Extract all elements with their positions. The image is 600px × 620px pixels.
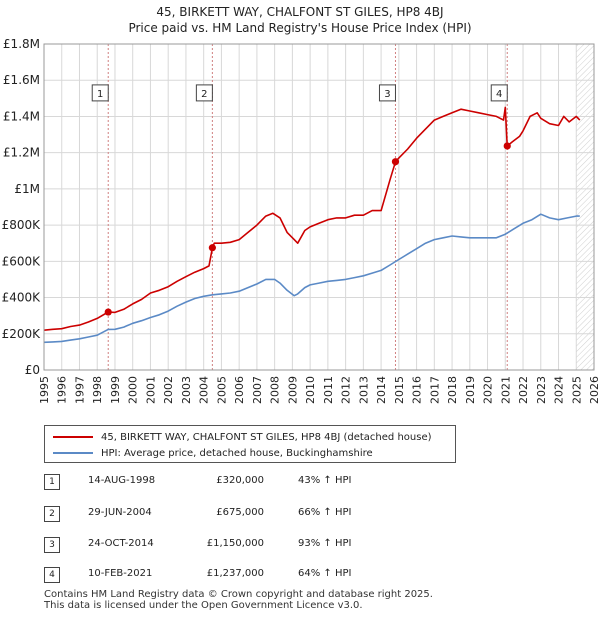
sale-number-badge: 2 (44, 506, 60, 522)
y-tick-label: £1M (14, 182, 40, 196)
y-tick-label: £0 (25, 363, 40, 377)
x-tick-label: 2011 (322, 376, 335, 404)
sale-date: 29-JUN-2004 (88, 507, 152, 518)
legend-sales-swatch (53, 436, 93, 438)
sale-point (208, 244, 216, 252)
sale-marker-label: 2 (201, 89, 207, 100)
table-row: 4 10-FEB-2021 £1,237,000 64% ↑ HPI (44, 567, 464, 587)
sale-marker-box (490, 84, 508, 102)
x-tick-label: 2019 (464, 376, 477, 404)
x-tick-label: 2010 (304, 376, 317, 404)
sale-price: £1,237,000 (206, 568, 264, 579)
x-tick-label: 2020 (482, 376, 495, 404)
sale-marker-box (378, 84, 396, 102)
x-tick-label: 2015 (393, 376, 406, 404)
sale-price: £320,000 (216, 475, 264, 486)
sale-price: £1,150,000 (206, 538, 264, 549)
sale-point (104, 308, 112, 316)
x-tick-label: 2009 (286, 376, 299, 404)
sale-point (391, 158, 400, 166)
sale-date: 24-OCT-2014 (88, 538, 154, 549)
sale-date: 10-FEB-2021 (88, 568, 153, 579)
sale-number-badge: 1 (44, 474, 60, 490)
x-tick-label: 2008 (269, 376, 282, 404)
x-tick-label: 2023 (535, 376, 548, 404)
legend-hpi-label: HPI: Average price, detached house, Buck… (101, 447, 373, 459)
sale-number-badge: 3 (44, 537, 60, 553)
y-tick-label: £1.4M (3, 109, 40, 123)
sale-number-badge: 4 (44, 567, 60, 583)
table-row: 2 29-JUN-2004 £675,000 66% ↑ HPI (44, 506, 464, 526)
plot-background (44, 44, 594, 370)
sale-hpi-change: 66% ↑ HPI (298, 507, 352, 518)
sale-marker-box (91, 84, 109, 102)
x-tick-label: 2005 (215, 376, 228, 404)
x-tick-label: 2007 (251, 376, 264, 404)
x-tick-label: 2016 (411, 376, 424, 404)
price-chart: 45, BIRKETT WAY, CHALFONT ST GILES, HP8 … (2, 5, 600, 404)
chart-title-line1: 45, BIRKETT WAY, CHALFONT ST GILES, HP8 … (156, 5, 443, 19)
footer-attribution: Contains HM Land Registry data © Crown c… (44, 589, 433, 611)
x-tick-label: 2000 (127, 376, 140, 404)
legend-hpi-swatch (53, 452, 93, 454)
y-tick-label: £600K (2, 254, 42, 268)
sale-marker-box (195, 84, 213, 102)
sale-hpi-change: 43% ↑ HPI (298, 475, 352, 486)
legend: 45, BIRKETT WAY, CHALFONT ST GILES, HP8 … (44, 425, 456, 463)
x-tick-label: 2025 (570, 376, 583, 404)
chart-title-line2: Price paid vs. HM Land Registry's House … (128, 21, 471, 35)
x-tick-label: 2003 (180, 376, 193, 404)
sale-date: 14-AUG-1998 (88, 475, 156, 486)
x-tick-label: 2004 (198, 376, 211, 404)
sale-marker-label: 1 (97, 89, 103, 100)
legend-item-hpi: HPI: Average price, detached house, Buck… (53, 445, 373, 461)
sale-marker-label: 3 (384, 89, 390, 100)
x-tick-label: 1997 (73, 376, 86, 404)
y-tick-label: £200K (2, 327, 42, 341)
x-tick-label: 2014 (375, 376, 388, 404)
x-tick-label: 2012 (340, 376, 353, 404)
legend-sales-label: 45, BIRKETT WAY, CHALFONT ST GILES, HP8 … (101, 431, 432, 443)
footer-line-1: Contains HM Land Registry data © Crown c… (44, 589, 433, 600)
x-tick-label: 2024 (553, 376, 566, 404)
table-row: 1 14-AUG-1998 £320,000 43% ↑ HPI (44, 474, 464, 494)
y-tick-label: £800K (2, 218, 42, 232)
x-tick-label: 2018 (446, 376, 459, 404)
sale-hpi-change: 93% ↑ HPI (298, 538, 352, 549)
hpi-series-line (43, 213, 580, 344)
x-tick-label: 2026 (588, 376, 600, 404)
x-tick-label: 2013 (357, 376, 370, 404)
y-tick-label: £400K (2, 291, 42, 305)
sale-marker-label: 4 (496, 89, 502, 100)
x-tick-label: 2022 (517, 376, 530, 404)
x-tick-label: 1998 (91, 376, 104, 404)
table-row: 3 24-OCT-2014 £1,150,000 93% ↑ HPI (44, 537, 464, 557)
x-tick-label: 2017 (428, 376, 441, 404)
x-tick-label: 1995 (38, 376, 51, 404)
future-shading (576, 44, 594, 370)
x-tick-label: 2006 (233, 376, 246, 404)
x-tick-label: 1996 (56, 376, 69, 404)
x-tick-label: 2002 (162, 376, 175, 404)
sale-price: £675,000 (216, 507, 264, 518)
x-tick-label: 2021 (499, 376, 512, 404)
legend-item-sales: 45, BIRKETT WAY, CHALFONT ST GILES, HP8 … (53, 429, 432, 445)
sale-point (503, 142, 511, 150)
x-tick-label: 2001 (144, 376, 157, 404)
plot-frame (43, 43, 595, 371)
x-tick-label: 1999 (109, 376, 122, 404)
y-tick-label: £1.2M (3, 146, 40, 160)
sale-hpi-change: 64% ↑ HPI (298, 568, 352, 579)
y-tick-label: £1.8M (3, 37, 40, 51)
footer-line-2: This data is licensed under the Open Gov… (44, 600, 363, 611)
y-tick-label: £1.6M (3, 73, 40, 87)
